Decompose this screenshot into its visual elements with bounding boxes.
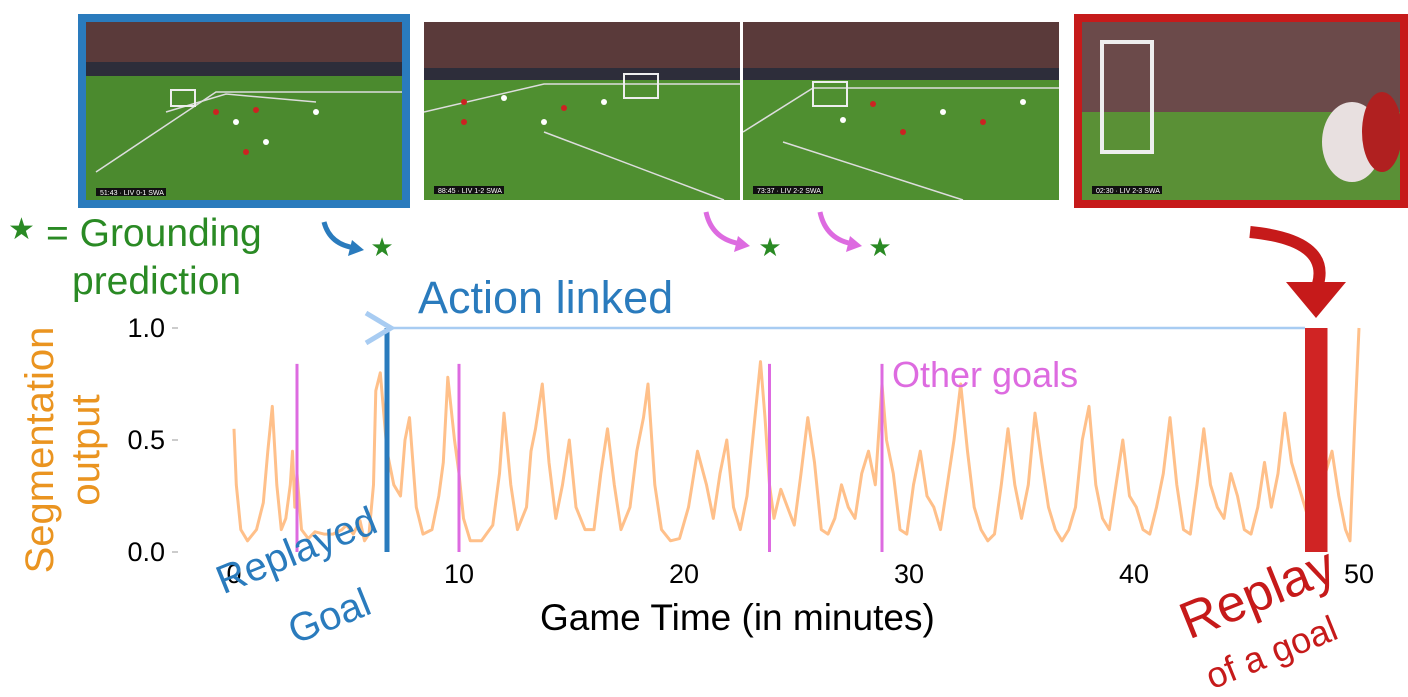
scoreboard-text: 51:43 · LIV 0-1 SWA: [100, 190, 164, 197]
grounding-star-icon: ★: [758, 233, 781, 263]
goal-markers: [295, 363, 884, 552]
legend-line2: prediction: [72, 260, 242, 303]
y-tick-label: 0.5: [127, 425, 165, 455]
red-curved-arrow: [1249, 226, 1326, 286]
other-goal-thumbnail-2: 73:37 · LIV 2-2 SWA: [743, 22, 1059, 200]
blue-arrowhead: [348, 240, 364, 256]
scoreboard-text: 02:30 · LIV 2-3 SWA: [1096, 188, 1160, 195]
pink-curved-arrow-2: [817, 211, 855, 247]
pitch-image: 88:45 · LIV 1-2 SWA: [424, 22, 740, 200]
x-tick-label: 30: [894, 559, 924, 589]
pink-arrowhead-1: [734, 236, 750, 252]
pitch-image: 73:37 · LIV 2-2 SWA: [743, 22, 1059, 200]
x-axis-label: Game Time (in minutes): [540, 597, 935, 638]
y-axis-label-line1: Segmentation: [18, 326, 62, 574]
x-tick-label: 10: [444, 559, 474, 589]
x-tick-label: 40: [1119, 559, 1149, 589]
legend-line1: = Grounding: [46, 212, 262, 255]
grounding-star-icon: ★: [370, 233, 393, 263]
y-axis-label-line2: output: [64, 394, 108, 506]
x-tick-label: 50: [1344, 559, 1374, 589]
scoreboard-text: 88:45 · LIV 1-2 SWA: [438, 188, 502, 195]
y-tick-label: 1.0: [127, 313, 165, 343]
pink-arrowhead-2: [846, 236, 862, 252]
star-icon: ★: [8, 213, 35, 246]
grounding-star-icon: ★: [868, 233, 891, 263]
other-goal-thumbnail-1: 88:45 · LIV 1-2 SWA: [424, 22, 740, 200]
x-tick-label: 0: [226, 559, 241, 589]
replay-thumbnail: 02:30 · LIV 2-3 SWA: [1074, 14, 1408, 208]
action-linked-label: Action linked: [418, 272, 674, 323]
segmentation-signal-line: [232, 327, 1361, 543]
x-tick-label: 20: [669, 559, 699, 589]
grounding-predictions: ★ ★ ★: [370, 233, 891, 263]
red-arrowhead: [1286, 282, 1346, 318]
y-tick-label: 0.0: [127, 537, 165, 567]
pitch-image: 51:43 · LIV 0-1 SWA: [86, 22, 402, 200]
replay-image: 02:30 · LIV 2-3 SWA: [1082, 22, 1400, 200]
replayed-goal-thumbnail: 51:43 · LIV 0-1 SWA: [78, 14, 410, 208]
pink-curved-arrow-1: [703, 211, 743, 247]
replay-interval-bar: [1305, 328, 1328, 552]
other-goals-label: Other goals: [892, 354, 1079, 395]
scoreboard-text: 73:37 · LIV 2-2 SWA: [757, 188, 821, 195]
